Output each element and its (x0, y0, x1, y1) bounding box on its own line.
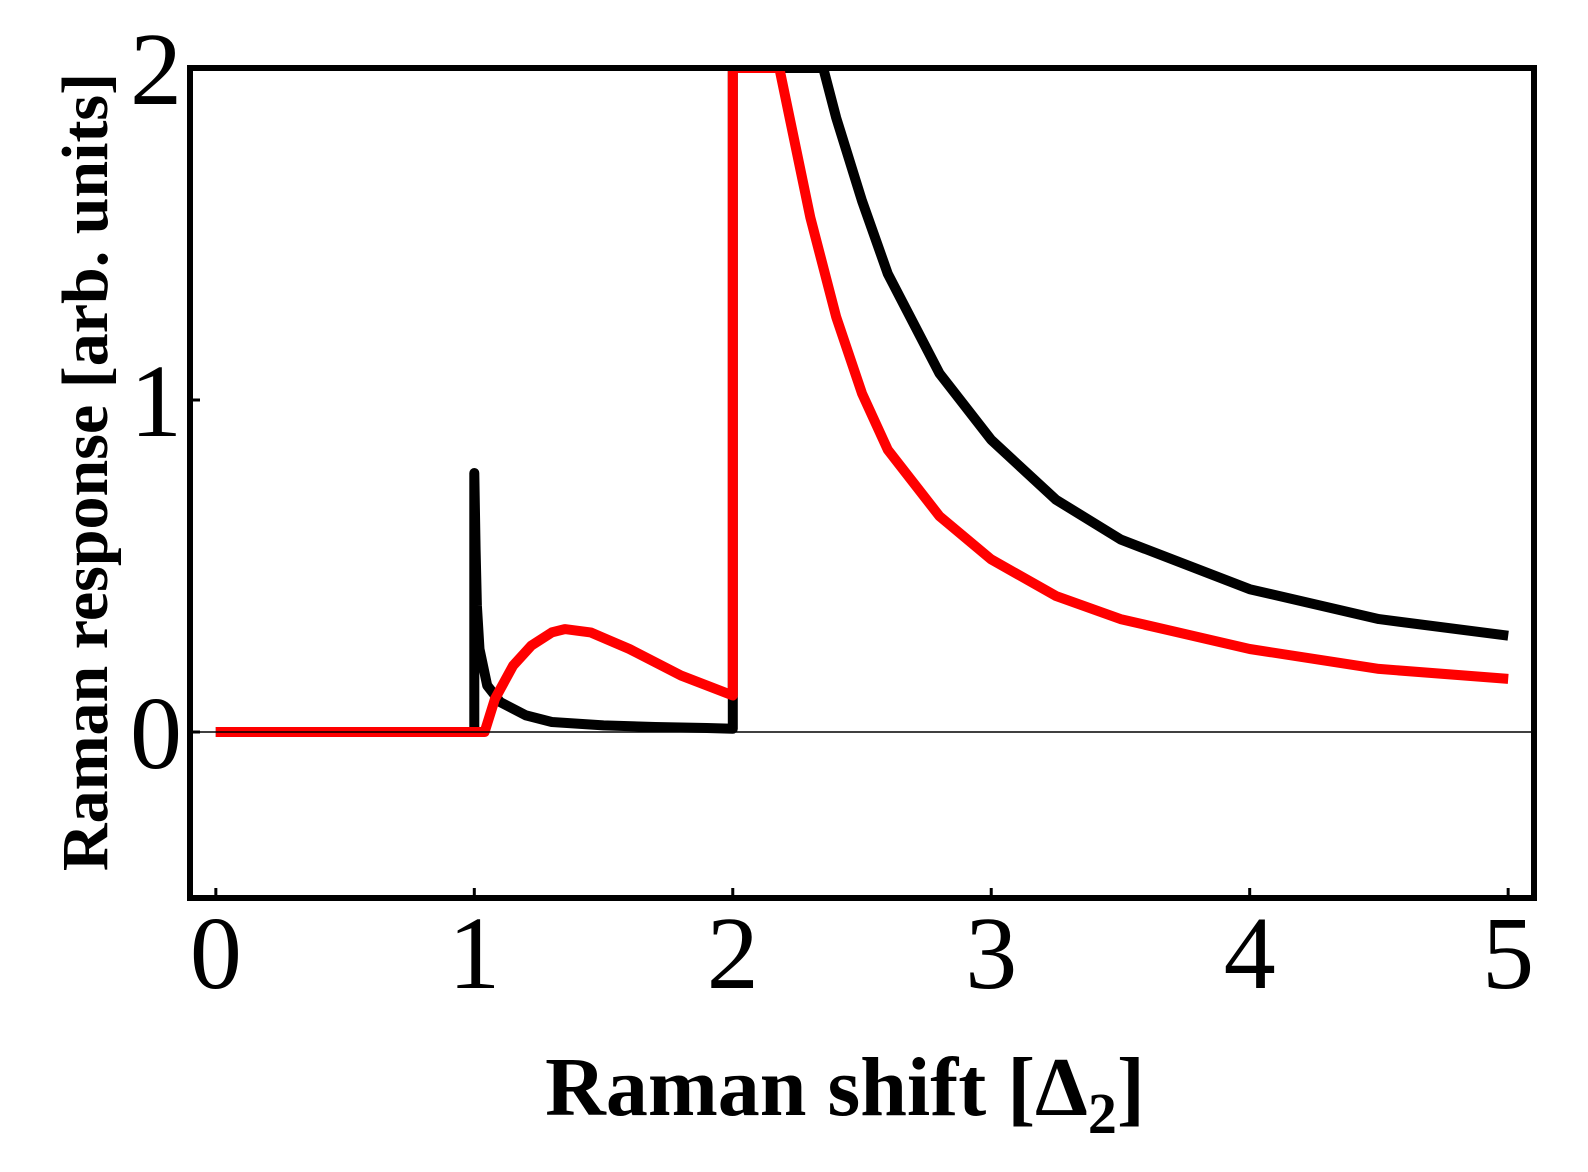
x-tick-label: 2 (707, 896, 759, 1011)
x-axis-title-close: ] (1117, 1041, 1145, 1134)
y-tick-label: 2 (130, 12, 182, 127)
x-tick-label: 5 (1482, 896, 1534, 1011)
x-tick-label: 0 (190, 896, 242, 1011)
y-axis-title: Raman response [arb. units] (49, 73, 122, 871)
plot-frame (187, 65, 1537, 901)
tick-layer: 0 1 2 3 4 5 0 1 2 (130, 12, 1534, 1011)
x-tick-label: 3 (965, 896, 1017, 1011)
x-axis-title-main: Raman shift [Δ (545, 1041, 1088, 1134)
y-tick-label: 1 (130, 344, 182, 459)
x-axis-title-subscript: 2 (1088, 1081, 1117, 1146)
x-axis-title: Raman shift [Δ2] (545, 1041, 1145, 1146)
y-tick-label: 0 (130, 676, 182, 791)
series-line-black (215, 68, 1509, 737)
series-layer (215, 68, 1509, 737)
x-tick-label: 1 (448, 896, 500, 1011)
x-tick-label: 4 (1224, 896, 1276, 1011)
series-line-red (215, 68, 1509, 737)
